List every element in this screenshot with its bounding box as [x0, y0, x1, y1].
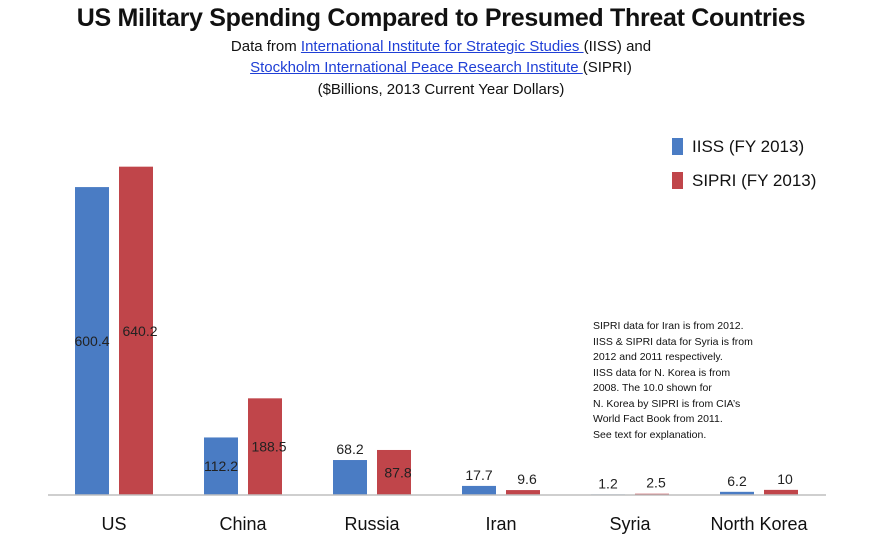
bar-iiss	[75, 187, 109, 495]
subtitle-line-1: Data from International Institute for St…	[0, 37, 882, 57]
note-line: IISS & SIPRI data for Syria is from	[593, 335, 753, 348]
bar-iiss	[720, 491, 754, 495]
note-line: 2012 and 2011 respectively.	[593, 351, 723, 363]
bar-value-label: 87.8	[384, 464, 411, 480]
subtitle-line-2: Stockholm International Peace Research I…	[0, 58, 882, 78]
note-line: See text for explanation.	[593, 428, 707, 441]
bar-sipri	[119, 166, 153, 495]
iiss-link[interactable]: International Institute for Strategic St…	[300, 38, 584, 55]
category-label: Iran	[485, 514, 516, 534]
data-note: SIPRI data for Iran is from 2012. IISS &…	[593, 319, 803, 443]
note-line: World Fact Book from 2011.	[593, 413, 723, 425]
legend-label: SIPRI (FY 2013)	[692, 171, 816, 190]
bar-value-label: 600.4	[74, 333, 109, 349]
subtitle-suffix-sipri: (SIPRI)	[582, 59, 632, 76]
bar-iiss	[204, 437, 238, 495]
bar-sipri	[248, 398, 282, 495]
bar-sipri	[764, 489, 798, 495]
bar-value-label: 112.2	[204, 458, 238, 474]
bar-value-label: 9.6	[517, 471, 537, 487]
category-label: US	[101, 514, 126, 534]
bar-value-label: 188.5	[251, 439, 286, 455]
sipri-link[interactable]: Stockholm International Peace Research I…	[250, 59, 583, 76]
bar-iiss	[333, 460, 367, 495]
note-line: SIPRI data for Iran is from 2012.	[593, 320, 744, 332]
units-subtitle: ($Billions, 2013 Current Year Dollars)	[317, 81, 565, 98]
note-line: N. Korea by SIPRI is from CIA’s	[593, 397, 741, 410]
chart-title: US Military Spending Compared to Presume…	[76, 4, 806, 32]
bar-value-label: 1.2	[598, 475, 618, 491]
category-label: China	[219, 514, 267, 534]
note-line: IISS data for N. Korea is from	[593, 366, 731, 379]
subtitle-suffix-iiss: (IISS) and	[583, 38, 652, 55]
category-label: North Korea	[710, 514, 808, 534]
bar-value-label: 68.2	[336, 441, 363, 457]
bar-value-label: 17.7	[465, 467, 492, 483]
bar-iiss	[462, 485, 496, 495]
bar-value-label: 640.2	[122, 323, 157, 339]
category-label: Syria	[609, 514, 651, 534]
subtitle-prefix: Data from	[230, 38, 301, 55]
bar-value-label: 2.5	[646, 475, 666, 491]
legend-swatch	[672, 138, 683, 155]
legend-label: IISS (FY 2013)	[692, 137, 804, 156]
legend-swatch	[672, 172, 683, 189]
bar-sipri	[377, 449, 411, 495]
bar-sipri	[506, 490, 540, 495]
bar-value-label: 6.2	[727, 473, 747, 489]
note-line: 2008. The 10.0 shown for	[593, 382, 712, 394]
bar-value-label: 10	[777, 471, 793, 487]
category-label: Russia	[344, 514, 400, 534]
